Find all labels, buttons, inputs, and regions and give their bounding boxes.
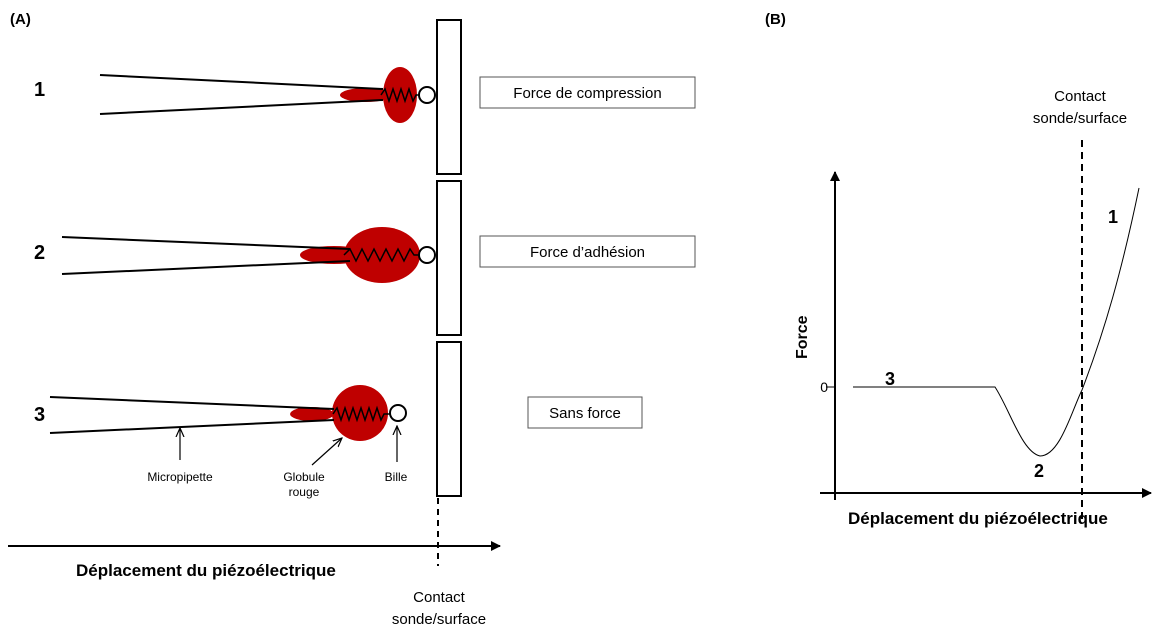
micropipette-lower-2 [61,260,351,275]
panel-a-label: (A) [10,11,31,28]
caption-box-1 [479,76,696,109]
red-blood-cell-2 [344,227,420,283]
spring-3 [332,405,390,423]
row-3: 3 Sans force [34,385,643,441]
panel-a: (A) 1 Force de compression 2 [8,11,696,628]
surface-plate-2 [436,180,462,336]
micropipette-lower-1 [99,99,384,115]
cell-tail-1 [340,88,392,102]
panel-b: (B) Contact sonde/surface Force 0 3 2 1 … [765,11,1152,528]
micropipette-label: Micropipette [147,470,213,484]
micropipette-upper-3 [49,396,335,410]
cell-tail-3 [290,407,334,421]
micropipette-upper-2 [61,236,351,250]
row-1-number: 1 [34,79,45,101]
panel-a-axis-label: Déplacement du piézoélectrique [76,561,336,580]
red-blood-cell-1 [383,67,417,123]
micropipette-upper-1 [99,74,384,90]
surface-plate-3 [436,341,462,497]
panel-b-y-label: Force [794,315,811,359]
micropipette-lower-3 [49,419,335,434]
bead-3 [389,404,407,422]
panel-b-contact-line2: sonde/surface [1033,110,1127,127]
point-label-3: 3 [885,369,895,389]
force-curve [853,187,1140,457]
panel-b-zero-tick: 0 [820,379,828,395]
caption-3: Sans force [549,405,621,422]
globule-label-line2: rouge [289,485,320,499]
caption-box-2 [479,235,696,268]
panel-b-contact-line1: Contact [1054,88,1107,105]
spring-2 [343,247,420,263]
caption-2: Force d’adhésion [530,244,645,261]
point-label-1: 1 [1108,207,1118,227]
caption-box-3 [527,396,643,429]
panel-a-contact-line2: sonde/surface [392,611,486,628]
bille-label: Bille [385,470,408,484]
panel-a-contact-line1: Contact [413,589,466,606]
bead-1 [418,86,436,104]
globule-label-line1: Globule [283,470,325,484]
point-label-2: 2 [1034,461,1044,481]
row-1: 1 Force de compression [34,67,696,123]
globule-arrow [311,438,342,466]
surface-plate-1 [436,19,462,175]
caption-1: Force de compression [513,85,661,102]
bead-2 [418,246,436,264]
row-2-number: 2 [34,242,45,264]
panel-b-x-label: Déplacement du piézoélectrique [848,509,1108,528]
row-3-number: 3 [34,404,45,426]
panel-b-label: (B) [765,11,786,28]
row-2: 2 Force d’adhésion [34,227,696,283]
spring-1 [380,86,419,104]
